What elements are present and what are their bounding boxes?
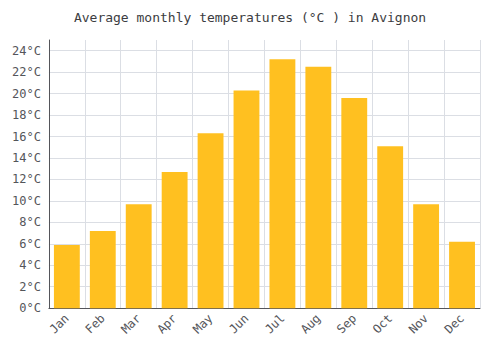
svg-text:Feb: Feb [83,311,108,336]
svg-text:2°C: 2°C [19,280,41,294]
svg-text:Mar: Mar [118,311,143,336]
svg-text:Nov: Nov [406,311,431,336]
svg-text:20°C: 20°C [12,87,41,101]
svg-text:Apr: Apr [154,311,179,336]
svg-text:6°C: 6°C [19,237,41,251]
svg-text:4°C: 4°C [19,258,41,272]
svg-text:24°C: 24°C [12,44,41,58]
svg-text:16°C: 16°C [12,130,41,144]
svg-text:10°C: 10°C [12,194,41,208]
svg-text:8°C: 8°C [19,215,41,229]
svg-text:22°C: 22°C [12,65,41,79]
svg-text:Oct: Oct [370,311,395,336]
svg-text:Average monthly temperatures (: Average monthly temperatures (°C ) in Av… [74,10,426,25]
svg-text:14°C: 14°C [12,151,41,165]
svg-text:Jul: Jul [262,311,287,336]
svg-text:Dec: Dec [442,311,467,336]
svg-text:Sep: Sep [334,311,359,336]
svg-text:Jun: Jun [226,311,251,336]
svg-text:0°C: 0°C [19,301,41,315]
svg-text:12°C: 12°C [12,172,41,186]
svg-text:Jan: Jan [47,311,72,336]
svg-text:May: May [190,311,215,336]
svg-text:Aug: Aug [298,311,323,336]
svg-text:18°C: 18°C [12,108,41,122]
